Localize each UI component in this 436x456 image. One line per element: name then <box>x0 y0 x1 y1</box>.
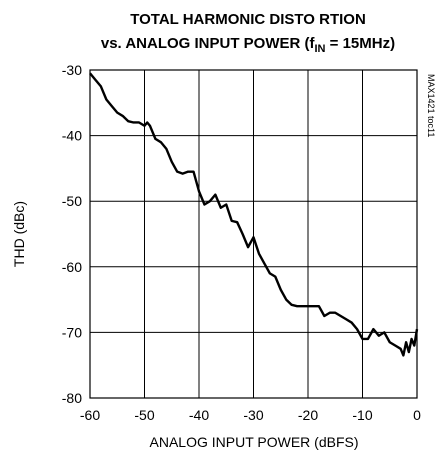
x-tick-label: -50 <box>134 407 154 423</box>
chart-subtitle: vs. ANALOG INPUT POWER (fIN = 15MHz) <box>101 35 395 55</box>
y-axis-label: THD (dBc) <box>11 201 27 267</box>
subtitle-part: = 15MHz) <box>326 35 396 52</box>
subtitle-subscript: IN <box>315 43 326 55</box>
x-tick-label: 0 <box>413 407 421 423</box>
y-tick-label: -30 <box>62 62 82 78</box>
annotation: MAX1421 toc11 <box>426 74 436 137</box>
x-axis-label: ANALOG INPUT POWER (dBFS) <box>150 434 359 450</box>
y-tick-label: -80 <box>62 390 82 406</box>
y-tick-label: -70 <box>62 324 82 340</box>
x-tick-label: -40 <box>189 407 209 423</box>
subtitle-part: vs. ANALOG INPUT POWER (f <box>101 35 316 52</box>
data-line <box>89 72 419 357</box>
x-tick-label: -60 <box>80 407 100 423</box>
y-tick-label: -50 <box>62 193 82 209</box>
chart-title: TOTAL HARMONIC DISTO RTION <box>130 11 366 28</box>
x-tick-label: -10 <box>352 407 372 423</box>
y-tick-label: -60 <box>62 259 82 275</box>
x-tick-label: -20 <box>298 407 318 423</box>
x-tick-label: -30 <box>243 407 263 423</box>
plot-frame <box>89 69 418 399</box>
y-tick-label: -40 <box>62 128 82 144</box>
